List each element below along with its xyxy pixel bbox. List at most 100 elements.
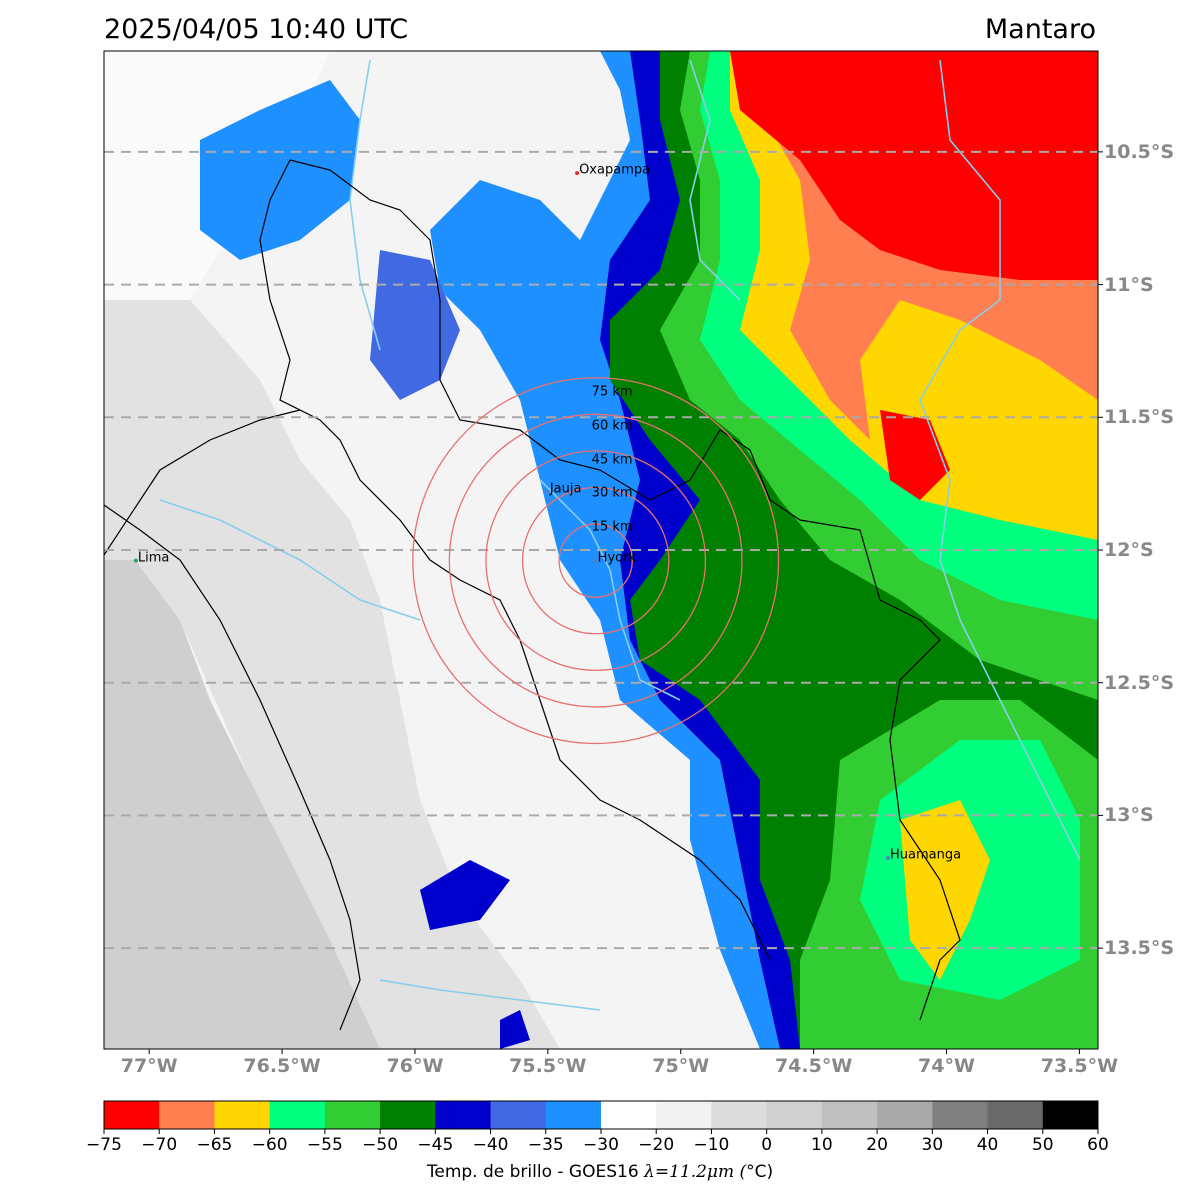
department-border-lima [104, 409, 301, 556]
river-east [919, 59, 1081, 861]
colorbar-segment [821, 1101, 878, 1129]
colorbar-segment [877, 1101, 933, 1129]
colorbar-label-lambda: λ=11.2μm ( [644, 1162, 747, 1182]
colorbar-segment [490, 1101, 547, 1129]
colorbar-label-prefix: Temp. de brillo - GOES16 [426, 1162, 639, 1182]
axis-ticks [148, 151, 1103, 1054]
colorbar-tick-label: −45 [417, 1135, 454, 1155]
longitude-label: 74°W [918, 1055, 975, 1077]
latitude-label: 11.5°S [1104, 406, 1175, 429]
colorbar-tick-label: −35 [527, 1135, 564, 1155]
river-mantaro [539, 479, 681, 701]
range-ring-label: 75 km [591, 384, 633, 400]
river-west [159, 499, 421, 621]
colorbar-tick-label: 20 [866, 1135, 888, 1155]
longitude-label: 73.5°W [1040, 1055, 1119, 1077]
colorbar-segment [987, 1101, 1044, 1129]
map-area [104, 51, 1098, 1049]
colorbar-segment [601, 1101, 657, 1129]
colorbar-tick-label: 50 [1031, 1135, 1054, 1155]
colorbar-tick-label: −65 [196, 1135, 233, 1155]
range-rings [412, 377, 780, 745]
colorbar-tick-label: 40 [976, 1135, 999, 1155]
cloud-core-red-north [730, 51, 1098, 280]
map-region-title: Mantaro [984, 14, 1096, 45]
range-ring-label: 45 km [591, 452, 633, 468]
colorbar-segment [1042, 1101, 1099, 1129]
city-label: Hyork [597, 550, 636, 566]
coastline [104, 504, 361, 1031]
andes-gray-shading [104, 300, 560, 1049]
colorbar [103, 1100, 1099, 1134]
city-marker [575, 171, 580, 176]
colorbar-segment [380, 1101, 436, 1129]
map-timestamp-title: 2025/04/05 10:40 UTC [104, 14, 409, 45]
longitude-label: 76°W [386, 1055, 444, 1077]
city-marker [593, 558, 598, 563]
colorbar-segment [766, 1101, 823, 1129]
range-ring [485, 450, 707, 671]
colorbar-tick-label: 10 [811, 1135, 833, 1155]
colorbar-tick-label: −70 [141, 1135, 178, 1155]
range-ring-label: 30 km [591, 485, 633, 501]
range-ring-label: 60 km [591, 418, 633, 434]
colorbar-tick-label: −30 [583, 1135, 619, 1155]
longitude-label: 75°W [652, 1055, 710, 1077]
colorbar-segment [656, 1101, 712, 1129]
colorbar-tick-label: −55 [306, 1135, 343, 1155]
department-border-east [289, 159, 961, 1021]
latitude-label: 11°S [1104, 273, 1154, 296]
latitude-label: 13.5°S [1104, 937, 1175, 960]
colorbar-segment [269, 1101, 326, 1129]
region-borders [104, 159, 961, 1031]
colorbar-segment [932, 1101, 989, 1129]
latitude-label: 12°S [1104, 539, 1154, 561]
cloud-cell-south-gold [900, 800, 990, 980]
city-marker [133, 558, 138, 563]
colorbar-tick-label: −75 [86, 1135, 122, 1155]
colorbar-segment [324, 1101, 381, 1129]
colorbar-segment [214, 1101, 271, 1129]
range-ring [558, 523, 633, 598]
colorbar-segment [545, 1101, 602, 1129]
river-north [689, 59, 741, 301]
colorbar-tick-label: −20 [638, 1135, 675, 1155]
longitude-label: 75.5°W [509, 1055, 587, 1077]
colorbar-tick-label: 0 [761, 1135, 773, 1155]
longitude-label: 74.5°W [774, 1055, 853, 1077]
cloud-cell-northwest [200, 80, 360, 260]
colorbar-segment [104, 1101, 160, 1129]
colorbar-tick-label: −10 [693, 1135, 730, 1155]
colorbar-tick-label: 30 [921, 1135, 944, 1155]
cloud-cell-south-edge [500, 1010, 530, 1049]
longitude-label: 77°W [120, 1055, 178, 1077]
city-marker [886, 855, 891, 860]
colorbar-tick-label: 60 [1087, 1135, 1109, 1155]
rivers [159, 59, 1081, 1011]
latitude-gridlines [104, 150, 1098, 950]
colorbar-tick-label: −50 [362, 1135, 399, 1155]
latitude-label: 10.5°S [1104, 140, 1175, 163]
cloud-cell-southwest [420, 860, 510, 930]
department-border-west [259, 159, 771, 961]
range-ring [521, 486, 670, 635]
city-label: Jauja [549, 481, 582, 497]
city-marker [545, 489, 550, 494]
latitude-label: 13°S [1104, 804, 1154, 827]
city-label: Huamanga [890, 847, 962, 863]
city-markers [133, 171, 891, 860]
range-ring [448, 413, 743, 708]
colorbar-tick-label: −40 [472, 1135, 509, 1155]
river-south [379, 979, 601, 1011]
city-label: Lima [137, 550, 170, 566]
range-ring [412, 377, 780, 745]
latitude-label: 12.5°S [1104, 671, 1175, 694]
colorbar-label: Temp. de brillo - GOES16 λ=11.2μm (°C) [427, 1162, 773, 1182]
longitude-label: 76.5°W [243, 1055, 321, 1077]
colorbar-segment [159, 1101, 215, 1129]
colorbar-segment [711, 1101, 768, 1129]
colorbar-label-unit: °C) [746, 1162, 774, 1182]
range-ring-label: 15 km [591, 519, 633, 535]
colorbar-segment [435, 1101, 492, 1129]
